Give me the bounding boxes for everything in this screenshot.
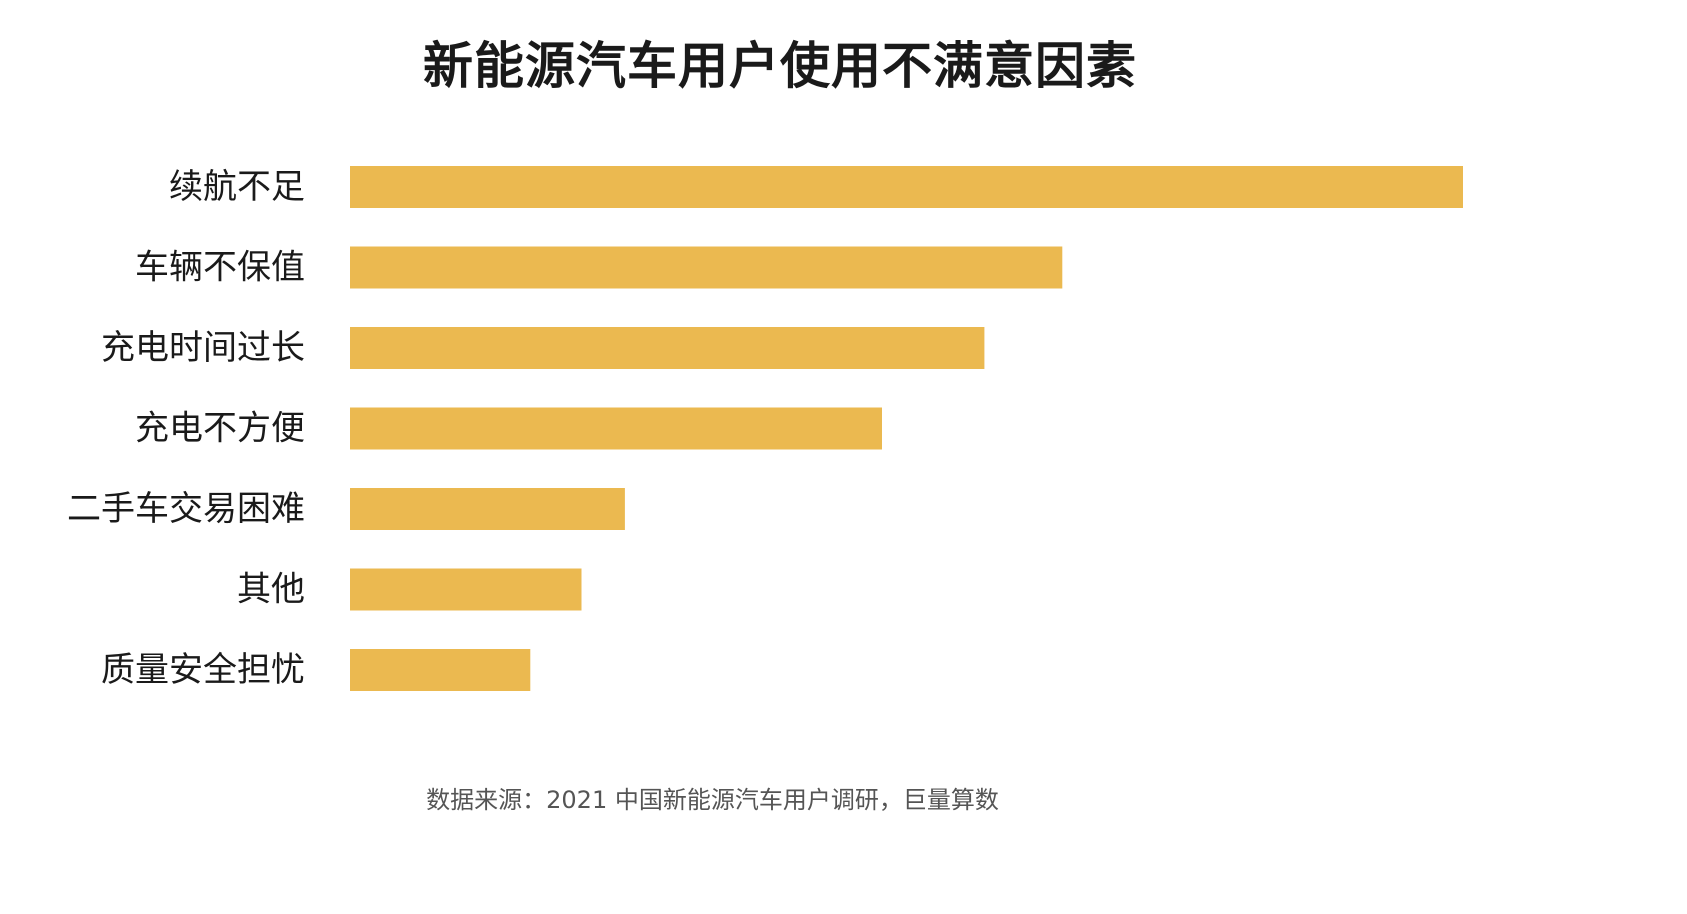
category-label-5: 二手车交易困难	[67, 489, 305, 529]
category-label-2: 车辆不保值	[135, 248, 305, 288]
chart-title: 新能源汽车用户使用不满意因素	[423, 37, 1137, 95]
bar-6	[350, 568, 582, 611]
category-label-6: 其他	[237, 570, 305, 610]
bar-5	[350, 488, 625, 530]
category-label-3: 充电时间过长	[101, 328, 305, 368]
bar-7	[350, 649, 531, 691]
bar-1	[350, 166, 1463, 208]
bar-3	[350, 327, 985, 369]
bar-2	[350, 246, 1063, 289]
source-note: 数据来源：2021 中国新能源汽车用户调研，巨量算数	[426, 786, 999, 814]
bars-group	[350, 166, 1463, 691]
category-label-7: 质量安全担忧	[101, 650, 305, 690]
category-label-4: 充电不方便	[135, 409, 305, 449]
bar-4	[350, 407, 882, 450]
category-label-1: 续航不足	[169, 167, 305, 207]
